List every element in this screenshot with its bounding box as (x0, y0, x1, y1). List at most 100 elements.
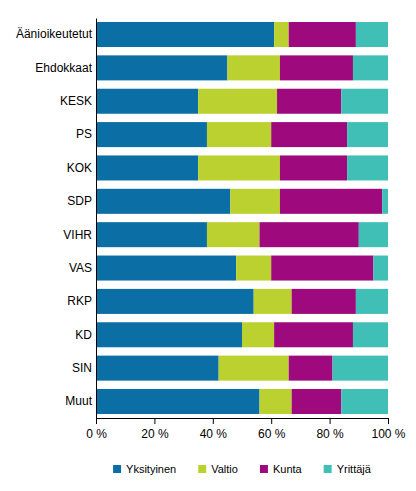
x-axis: 0 % 20 % 40 % 60 % 80 % 100 % (86, 418, 406, 441)
tick: RKP (67, 294, 96, 308)
legend-label: Kunta (273, 463, 303, 475)
tick-mark (154, 418, 155, 424)
tick: 40 % (200, 418, 228, 441)
tick: SIN (72, 361, 96, 375)
tick-label: 100 % (371, 427, 405, 441)
tick: 0 % (86, 418, 107, 441)
series (96, 22, 274, 414)
bar (96, 256, 236, 281)
category-label: KD (75, 328, 92, 342)
tick: VIHR (63, 228, 96, 242)
bar (353, 322, 388, 347)
bar (96, 389, 260, 414)
tick: SDP (67, 194, 96, 208)
category-label: VIHR (63, 228, 92, 242)
plot: 0 % 20 % 40 % 60 % 80 % 100 % Äänioikeutetut Eh… (16, 19, 406, 441)
series (198, 22, 291, 414)
tick: KOK (67, 161, 96, 175)
bar (333, 356, 388, 381)
tick: Ehdokkaat (35, 61, 96, 75)
category-label: Ehdokkaat (35, 61, 92, 75)
bar (198, 155, 280, 180)
y-axis: Äänioikeutetut Ehdokkaat KESK PS KOK SDP VIHR V… (16, 19, 97, 419)
legend-item: Valtio (198, 463, 238, 475)
legend-item: Yksityinen (113, 463, 176, 475)
tick: VAS (69, 261, 96, 275)
bar (96, 55, 227, 80)
tick-label: 80 % (316, 427, 344, 441)
legend: Yksityinen Valtio Kunta Yrittäjä (113, 463, 372, 475)
tick: PS (76, 127, 96, 141)
bar (277, 89, 341, 114)
tick-label: 40 % (200, 427, 228, 441)
tick: Äänioikeutetut (16, 27, 96, 41)
bar (230, 189, 280, 214)
bar (280, 55, 353, 80)
bar (96, 122, 207, 147)
bar (242, 322, 274, 347)
bar (219, 356, 289, 381)
bar (254, 289, 292, 314)
bar (271, 256, 373, 281)
tick-mark (271, 418, 272, 424)
bar (260, 222, 359, 247)
bar (341, 89, 388, 114)
bar (96, 22, 274, 47)
legend-label: Yrittäjä (337, 463, 372, 475)
bar (292, 389, 342, 414)
legend-swatch (260, 465, 268, 473)
bar (289, 356, 333, 381)
bar (382, 189, 388, 214)
tick: 80 % (316, 418, 344, 441)
legend-swatch (113, 465, 121, 473)
tick: KD (75, 328, 96, 342)
bar (227, 55, 280, 80)
category-label: KESK (60, 94, 92, 108)
bar (292, 289, 356, 314)
tick-mark (96, 418, 97, 424)
bar (96, 222, 207, 247)
legend-swatch (198, 465, 206, 473)
tick: 20 % (141, 418, 169, 441)
tick-mark (330, 418, 331, 424)
category-label: VAS (69, 261, 92, 275)
bar (198, 89, 277, 114)
tick: 60 % (258, 418, 286, 441)
bar (347, 155, 388, 180)
tick: Muut (65, 394, 96, 408)
category-label: SDP (67, 194, 92, 208)
tick-mark (213, 418, 214, 424)
category-label: PS (76, 127, 92, 141)
legend-item: Yrittäjä (324, 463, 372, 475)
legend-item: Kunta (260, 463, 303, 475)
bar (353, 55, 388, 80)
category-label: Äänioikeutetut (16, 27, 93, 41)
bar (347, 122, 388, 147)
bar (274, 322, 353, 347)
legend-label: Valtio (211, 463, 238, 475)
bar (274, 22, 289, 47)
tick-label: 0 % (86, 427, 107, 441)
tick-label: 20 % (141, 427, 169, 441)
series (333, 22, 388, 414)
bar (280, 155, 347, 180)
bar (96, 322, 242, 347)
category-label: Muut (65, 394, 92, 408)
chart: 0 % 20 % 40 % 60 % 80 % 100 % Äänioikeutetut Eh… (0, 0, 416, 491)
category-label: SIN (72, 361, 92, 375)
bar (271, 122, 347, 147)
tick-mark (388, 418, 389, 424)
axis-line (97, 418, 389, 419)
bar (207, 122, 271, 147)
bar (280, 189, 382, 214)
axis-line (96, 19, 97, 419)
legend-swatch (324, 465, 332, 473)
bar (359, 222, 388, 247)
bar (341, 389, 388, 414)
legend-label: Yksityinen (126, 463, 176, 475)
bar (373, 256, 388, 281)
tick: KESK (60, 94, 96, 108)
bar (236, 256, 271, 281)
bar (260, 389, 292, 414)
bar (96, 89, 198, 114)
